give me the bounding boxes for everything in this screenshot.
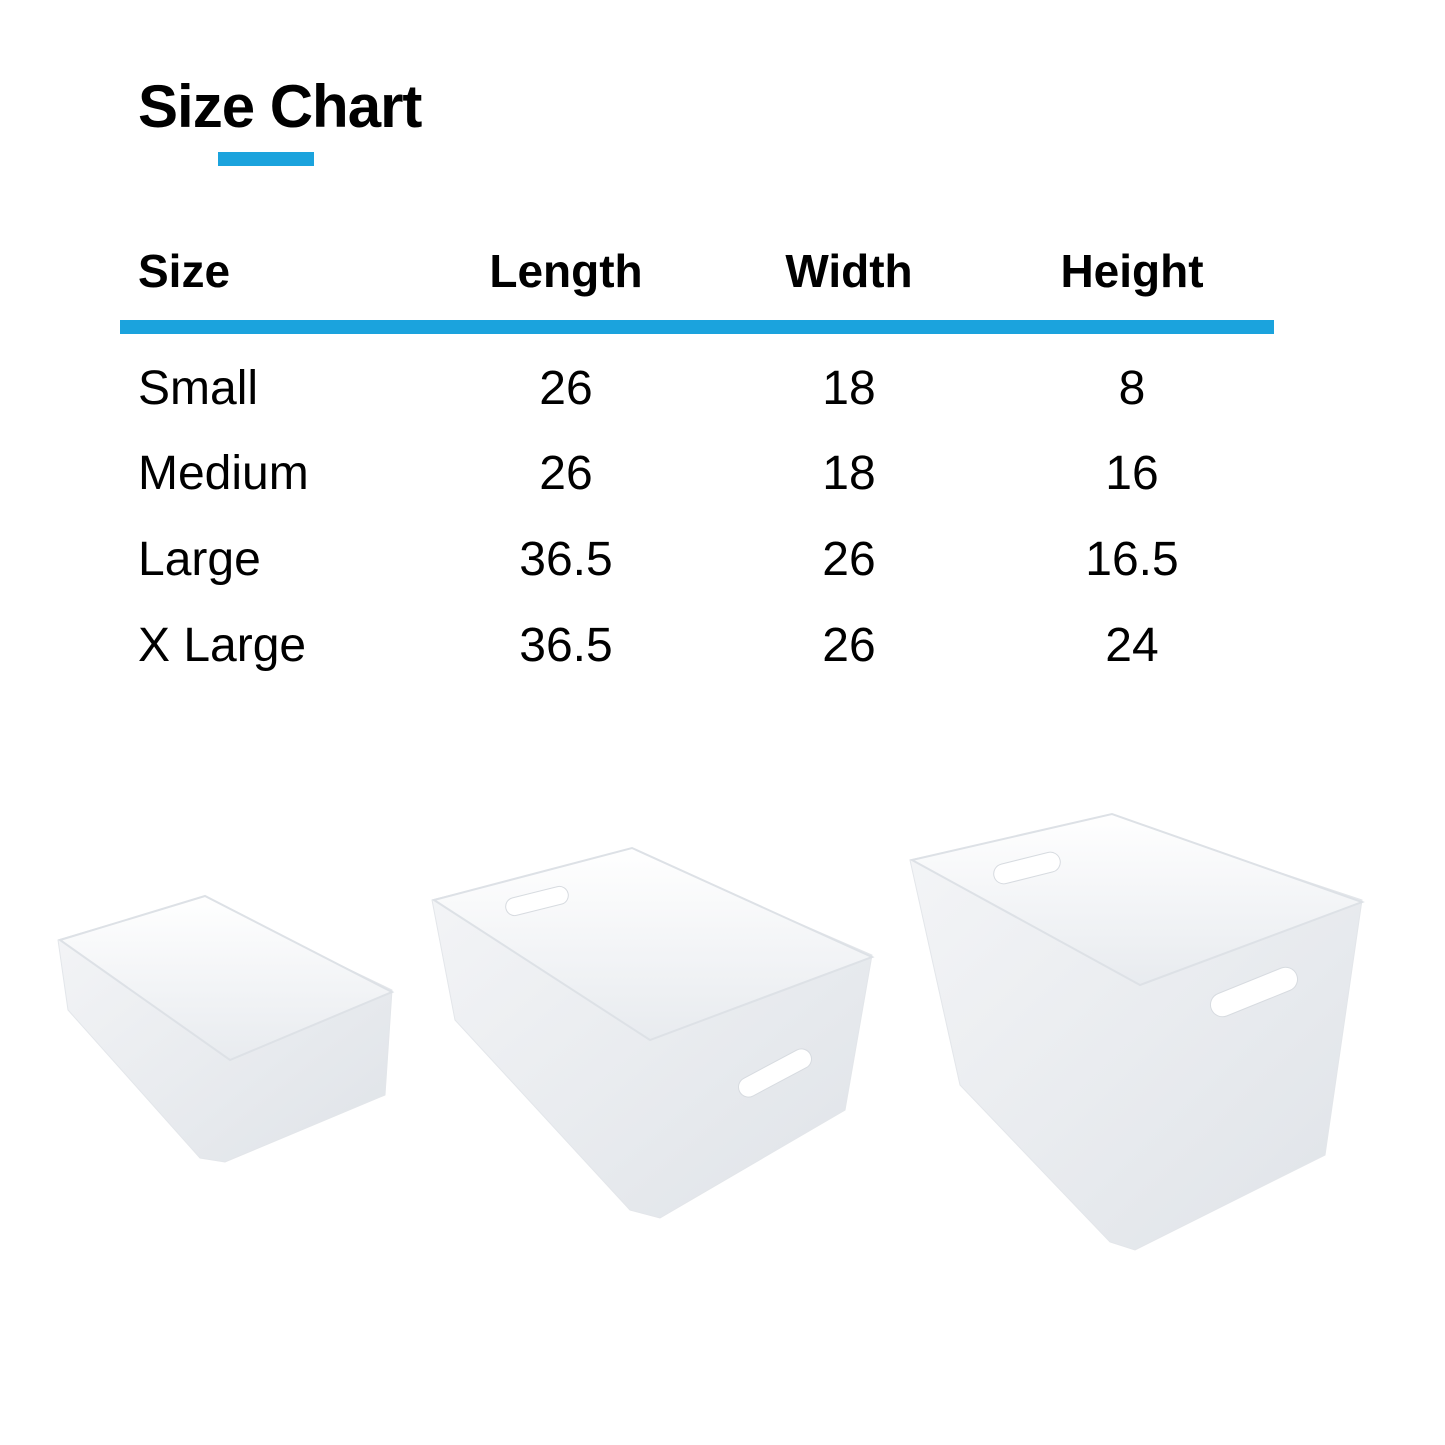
header-width: Width bbox=[785, 245, 913, 297]
cell-size: Large bbox=[138, 533, 261, 586]
cell-width: 18 bbox=[822, 362, 876, 415]
header-size: Size bbox=[138, 245, 231, 297]
cell-size: Medium bbox=[138, 447, 309, 500]
header-height: Height bbox=[1060, 245, 1204, 297]
title-underline bbox=[218, 152, 314, 166]
cell-height: 24 bbox=[1105, 619, 1159, 672]
cell-width: 26 bbox=[822, 533, 876, 586]
handle-icon bbox=[738, 1048, 812, 1098]
cell-width: 18 bbox=[822, 447, 876, 500]
cell-length: 36.5 bbox=[519, 619, 613, 672]
cell-width: 26 bbox=[822, 619, 876, 672]
cell-length: 26 bbox=[539, 447, 593, 500]
header-length: Length bbox=[489, 245, 643, 297]
handle-icon bbox=[1209, 966, 1299, 1018]
cell-size: X Large bbox=[138, 619, 307, 672]
cell-height: 16 bbox=[1105, 447, 1159, 500]
cell-length: 36.5 bbox=[519, 533, 613, 586]
handle-icon bbox=[505, 885, 569, 917]
bin-small bbox=[57, 894, 395, 1163]
cell-height: 16.5 bbox=[1085, 533, 1179, 586]
page-title: Size Chart bbox=[138, 73, 422, 140]
cell-size: Small bbox=[138, 362, 259, 415]
handle-icon bbox=[993, 851, 1061, 885]
bin-medium bbox=[431, 846, 875, 1219]
cell-height: 8 bbox=[1118, 362, 1146, 415]
header-divider bbox=[120, 320, 1274, 334]
cell-length: 26 bbox=[539, 362, 593, 415]
product-photo bbox=[57, 812, 1365, 1251]
bin-large bbox=[909, 812, 1365, 1251]
